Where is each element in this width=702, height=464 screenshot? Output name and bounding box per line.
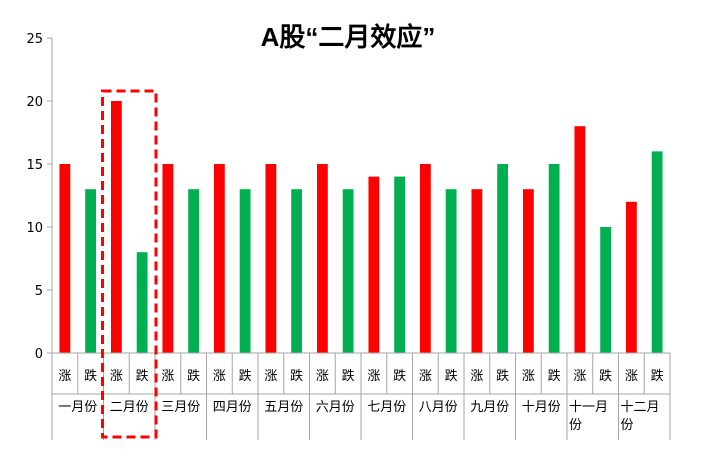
month-label-line: 份 xyxy=(621,418,634,433)
sub-category-label: 跌 xyxy=(239,368,252,384)
bar-fall xyxy=(445,189,457,353)
bar-rise xyxy=(471,189,483,353)
sub-category-label: 涨 xyxy=(573,369,586,384)
bar-fall xyxy=(548,164,560,353)
bar-fall xyxy=(239,189,251,353)
bar-rise xyxy=(522,189,534,353)
month-label-line: 份 xyxy=(569,418,582,433)
bar-rise xyxy=(316,164,328,353)
bar-fall xyxy=(497,164,509,353)
sub-category-label: 跌 xyxy=(342,368,355,384)
sub-category-label: 跌 xyxy=(599,368,612,384)
bar-rise xyxy=(368,176,380,353)
sub-category-label: 涨 xyxy=(419,369,432,384)
x-axis: 涨跌一月份涨 跌二月份涨 跌三月份涨 跌四月份涨 跌五月份涨 跌六月份涨 跌七月份涨 跌八月份… xyxy=(51,352,671,440)
y-tick-label: 0 xyxy=(35,347,43,362)
bar-rise xyxy=(265,164,277,353)
sub-category-label: 涨 xyxy=(58,369,71,384)
y-tick-label: 20 xyxy=(26,95,43,110)
bars xyxy=(59,101,663,353)
chart-title: A股“二月效应” xyxy=(261,22,436,52)
sub-category-label: 涨 xyxy=(213,369,226,384)
sub-category-label: 涨 xyxy=(522,369,535,384)
sub-category-label: 涨 xyxy=(316,369,329,384)
highlight-rect xyxy=(101,89,158,439)
sub-category-label: 跌 xyxy=(136,368,149,384)
sub-category-label: 涨 xyxy=(470,369,483,384)
y-tick-label: 15 xyxy=(26,158,43,173)
bar-rise xyxy=(59,164,71,353)
bar-fall xyxy=(600,227,612,353)
month-label: 四月份 xyxy=(213,400,252,415)
month-label: 三月份 xyxy=(161,400,200,415)
bar-rise xyxy=(213,164,225,353)
month-label: 一月份 xyxy=(58,400,97,415)
bar-rise xyxy=(162,164,174,353)
sub-category-label: 跌 xyxy=(548,368,561,384)
bar-rise xyxy=(574,126,586,353)
month-label: 二月份 xyxy=(110,400,149,415)
sub-category-label: 跌 xyxy=(290,368,303,384)
sub-category-label: 跌 xyxy=(393,368,406,384)
bar-rise xyxy=(110,101,122,353)
sub-category-label: 跌 xyxy=(84,368,97,384)
month-label-line: 十一月 xyxy=(569,400,608,415)
bar-fall xyxy=(651,151,663,353)
month-label: 十一月份 xyxy=(569,400,608,433)
month-label-line: 十二月 xyxy=(621,400,660,415)
sub-category-label: 跌 xyxy=(496,368,509,384)
sub-category-label: 跌 xyxy=(445,368,458,384)
highlight-box xyxy=(101,89,158,439)
month-label: 六月份 xyxy=(316,400,355,415)
month-label: 十二月份 xyxy=(621,400,660,433)
sub-category-label: 涨 xyxy=(161,369,174,384)
bar-rise xyxy=(419,164,431,353)
bar-fall xyxy=(342,189,354,353)
y-tick-label: 25 xyxy=(26,32,43,47)
bar-fall xyxy=(394,176,406,353)
month-label: 九月份 xyxy=(470,400,509,415)
month-label: 七月份 xyxy=(367,400,406,415)
bar-fall xyxy=(85,189,97,353)
month-label: 八月份 xyxy=(419,400,458,415)
sub-category-label: 涨 xyxy=(367,369,380,384)
y-axis: 0 5 10 15 20 25 xyxy=(26,32,53,362)
sub-category-label: 跌 xyxy=(651,368,664,384)
bar-fall xyxy=(291,189,303,353)
sub-category-label: 涨 xyxy=(110,369,123,384)
y-tick-label: 5 xyxy=(35,284,43,299)
month-label: 十月份 xyxy=(522,400,561,415)
sub-category-label: 涨 xyxy=(625,369,638,384)
bar-fall xyxy=(136,252,148,353)
bar-rise xyxy=(625,201,637,353)
sub-category-label: 涨 xyxy=(264,369,277,384)
bar-fall xyxy=(188,189,200,353)
y-tick-label: 10 xyxy=(26,221,43,236)
sub-category-label: 跌 xyxy=(187,368,200,384)
month-label: 五月份 xyxy=(264,400,303,415)
